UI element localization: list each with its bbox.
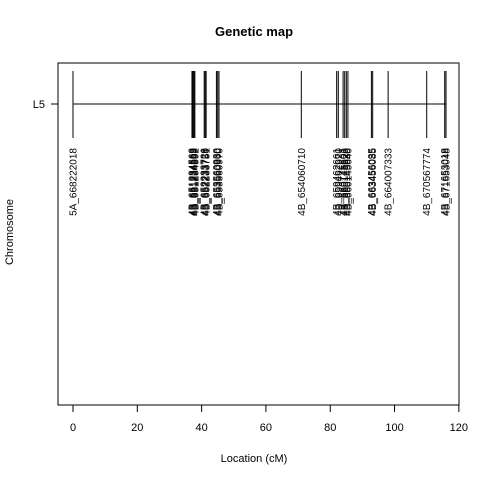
x-tick-label: 40: [195, 422, 207, 434]
marker-label: 4B_659462661: [332, 148, 343, 216]
x-tick-label: 20: [131, 422, 143, 434]
marker-label: 4B_663456035: [367, 148, 378, 216]
marker-label: 4B_653560960: [213, 148, 224, 216]
marker-label: 4B_651234592: [190, 148, 201, 216]
y-axis-label: Chromosome: [4, 199, 16, 265]
x-tick-label: 100: [385, 422, 403, 434]
x-tick-label: 60: [260, 422, 272, 434]
chart-title: Genetic map: [215, 24, 293, 39]
marker-label: 4B_652233751: [202, 148, 213, 216]
marker-label: 4B_660145640: [343, 148, 354, 216]
marker-label: 4B_651234583: [189, 148, 200, 216]
marker-label: 4B_670567774: [422, 148, 433, 216]
x-axis: 0 20 40 60 80 100 120: [70, 404, 468, 434]
marker-label: 4B_651234562: [187, 148, 198, 216]
marker-label: 4B_652233738: [201, 148, 212, 216]
marker-label: 4B_660145630: [342, 148, 353, 216]
x-tick-label: 120: [450, 422, 468, 434]
marker-label: 4B_671653018: [440, 148, 451, 216]
marker-label: 4B_653560970: [214, 148, 225, 216]
marker-label: 4B_653560930: [212, 148, 223, 216]
marker-label: 4B_651234569: [188, 148, 199, 216]
plot-frame: [57, 62, 460, 406]
y-axis: L5: [33, 99, 58, 111]
marker-label: 4B_664007333: [384, 148, 395, 216]
x-tick-label: 0: [70, 422, 76, 434]
y-tick-label: L5: [33, 99, 45, 111]
marker-label: 4B_660145620: [340, 148, 351, 216]
marker-labels: 5A_668222018 4B_6512345624B_6512345694B_6…: [69, 148, 453, 216]
marker-label: 4B_663456085: [368, 148, 379, 216]
marker-label: 4B_654060710: [297, 148, 308, 216]
marker-label: 4B_659462670: [334, 148, 345, 216]
marker-label: 4B_652233726: [200, 148, 211, 216]
x-axis-label: Location (cM): [221, 453, 288, 465]
x-tick-label: 80: [324, 422, 336, 434]
marker-label: 5A_668222018: [69, 148, 80, 216]
marker-label: 4B_660145601: [339, 148, 350, 216]
marker-label: 4B_671653048: [442, 148, 453, 216]
